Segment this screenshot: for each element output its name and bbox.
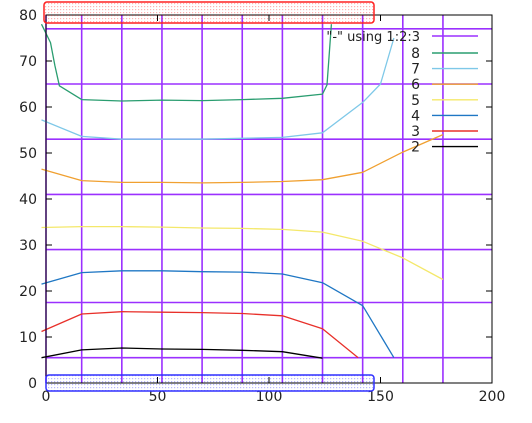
x-tick-label: 100: [256, 389, 283, 405]
series-line-7: [41, 37, 395, 140]
series-line-6: [41, 134, 444, 184]
y-tick-label: 30: [19, 238, 37, 254]
series-lines: [40, 23, 444, 359]
series-line-5: [41, 225, 444, 281]
y-tick-label: 10: [19, 330, 37, 346]
legend-label-3: 3: [411, 124, 420, 140]
legend-label-6: 6: [411, 77, 420, 93]
series-line-2: [41, 347, 323, 359]
y-tick-label: 70: [19, 54, 37, 70]
y-tick-label: 20: [19, 284, 37, 300]
y-tick-label: 50: [19, 146, 37, 162]
highlight-boxes: [43, 1, 375, 392]
series-line-4: [41, 270, 395, 359]
y-tick-label: 40: [19, 192, 37, 208]
y-tick-label: 60: [19, 100, 37, 116]
legend-header: "-" using 1:2:3: [326, 30, 420, 45]
x-tick-label: 150: [367, 389, 394, 405]
purple-grid-lines: [45, 15, 492, 383]
legend-label-8: 8: [411, 46, 420, 62]
top-red-box: [43, 1, 375, 24]
y-tick-label: 80: [19, 8, 37, 24]
plot-border: [45, 14, 493, 384]
y-tick-label: 0: [28, 376, 37, 392]
legend-label-4: 4: [411, 108, 420, 124]
series-line-8: [40, 23, 333, 102]
bottom-blue-box: [45, 374, 375, 392]
x-tick-label: 50: [149, 389, 167, 405]
legend-label-5: 5: [411, 93, 420, 109]
series-line-3: [41, 311, 359, 359]
x-tick-label: 0: [42, 389, 51, 405]
axis-ticks: 0 10 20 30 40 50 60 70 80 0 50 100 150 200: [19, 8, 505, 405]
x-tick-label: 200: [479, 389, 506, 405]
plot-frame: [45, 14, 493, 384]
legend-label-7: 7: [411, 62, 420, 78]
legend-label-2: 2: [411, 140, 420, 156]
